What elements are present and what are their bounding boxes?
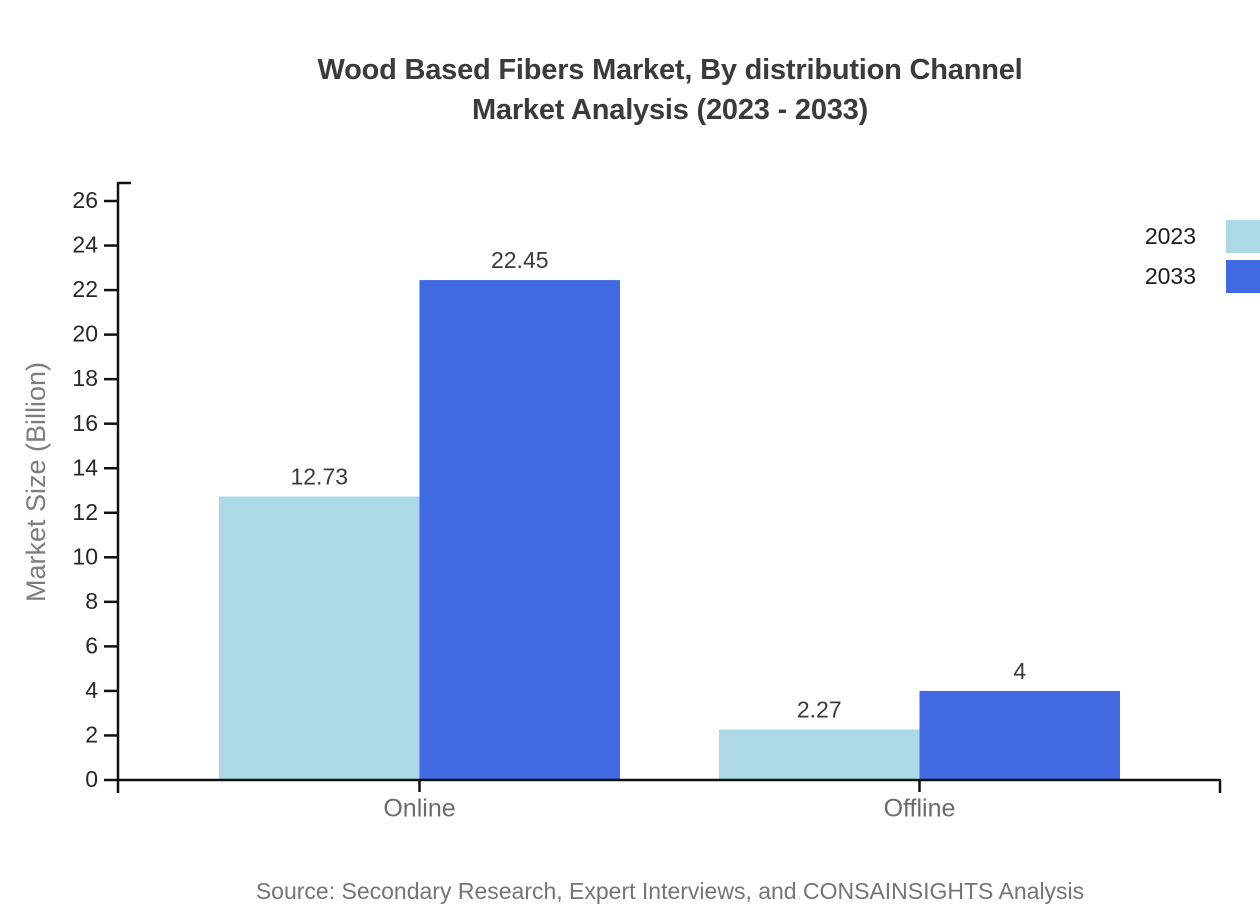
bar-offline-2033	[919, 690, 1120, 780]
y-tick-label-14: 14	[72, 454, 98, 480]
legend-swatch-2023	[1226, 220, 1260, 253]
y-tick-label-2: 2	[85, 722, 98, 748]
y-tick-label-16: 16	[72, 410, 98, 436]
legend: 2023 2033	[1110, 220, 1260, 300]
chart-title-line1: Wood Based Fibers Market, By distributio…	[317, 54, 1023, 86]
value-label-offline-2023: 2.27	[797, 697, 842, 723]
chart-title: Wood Based Fibers Market, By distributio…	[0, 50, 1260, 130]
bar-online-2033	[419, 280, 620, 780]
y-tick-label-22: 22	[72, 276, 98, 302]
bar-online-2023	[219, 496, 420, 780]
legend-swatch-2033	[1226, 260, 1260, 293]
source-note: Source: Secondary Research, Expert Inter…	[255, 878, 1085, 904]
category-label-offline: Offline	[884, 795, 956, 823]
y-tick-label-10: 10	[72, 543, 98, 569]
y-tick-label-24: 24	[72, 232, 98, 258]
y-tick-label-18: 18	[72, 365, 98, 391]
value-label-online-2023: 12.73	[290, 464, 348, 490]
legend-label-2023: 2023	[1144, 223, 1196, 249]
y-tick-label-4: 4	[85, 677, 98, 703]
legend-label-2033: 2033	[1144, 263, 1196, 289]
chart-title-line2: Market Analysis (2023 - 2033)	[471, 94, 869, 126]
category-label-online: Online	[383, 795, 455, 823]
y-tick-label-0: 0	[85, 766, 98, 792]
y-tick-label-6: 6	[85, 632, 98, 658]
y-tick-label-26: 26	[72, 187, 98, 213]
legend-item-2023: 2023	[1110, 220, 1260, 253]
legend-item-2033: 2033	[1110, 260, 1260, 293]
value-label-offline-2033: 4	[1013, 658, 1026, 684]
bar-offline-2023	[719, 729, 920, 780]
value-label-online-2033: 22.45	[491, 247, 549, 273]
y-tick-label-8: 8	[85, 588, 98, 614]
y-tick-label-20: 20	[72, 321, 98, 347]
y-tick-label-12: 12	[72, 499, 98, 525]
